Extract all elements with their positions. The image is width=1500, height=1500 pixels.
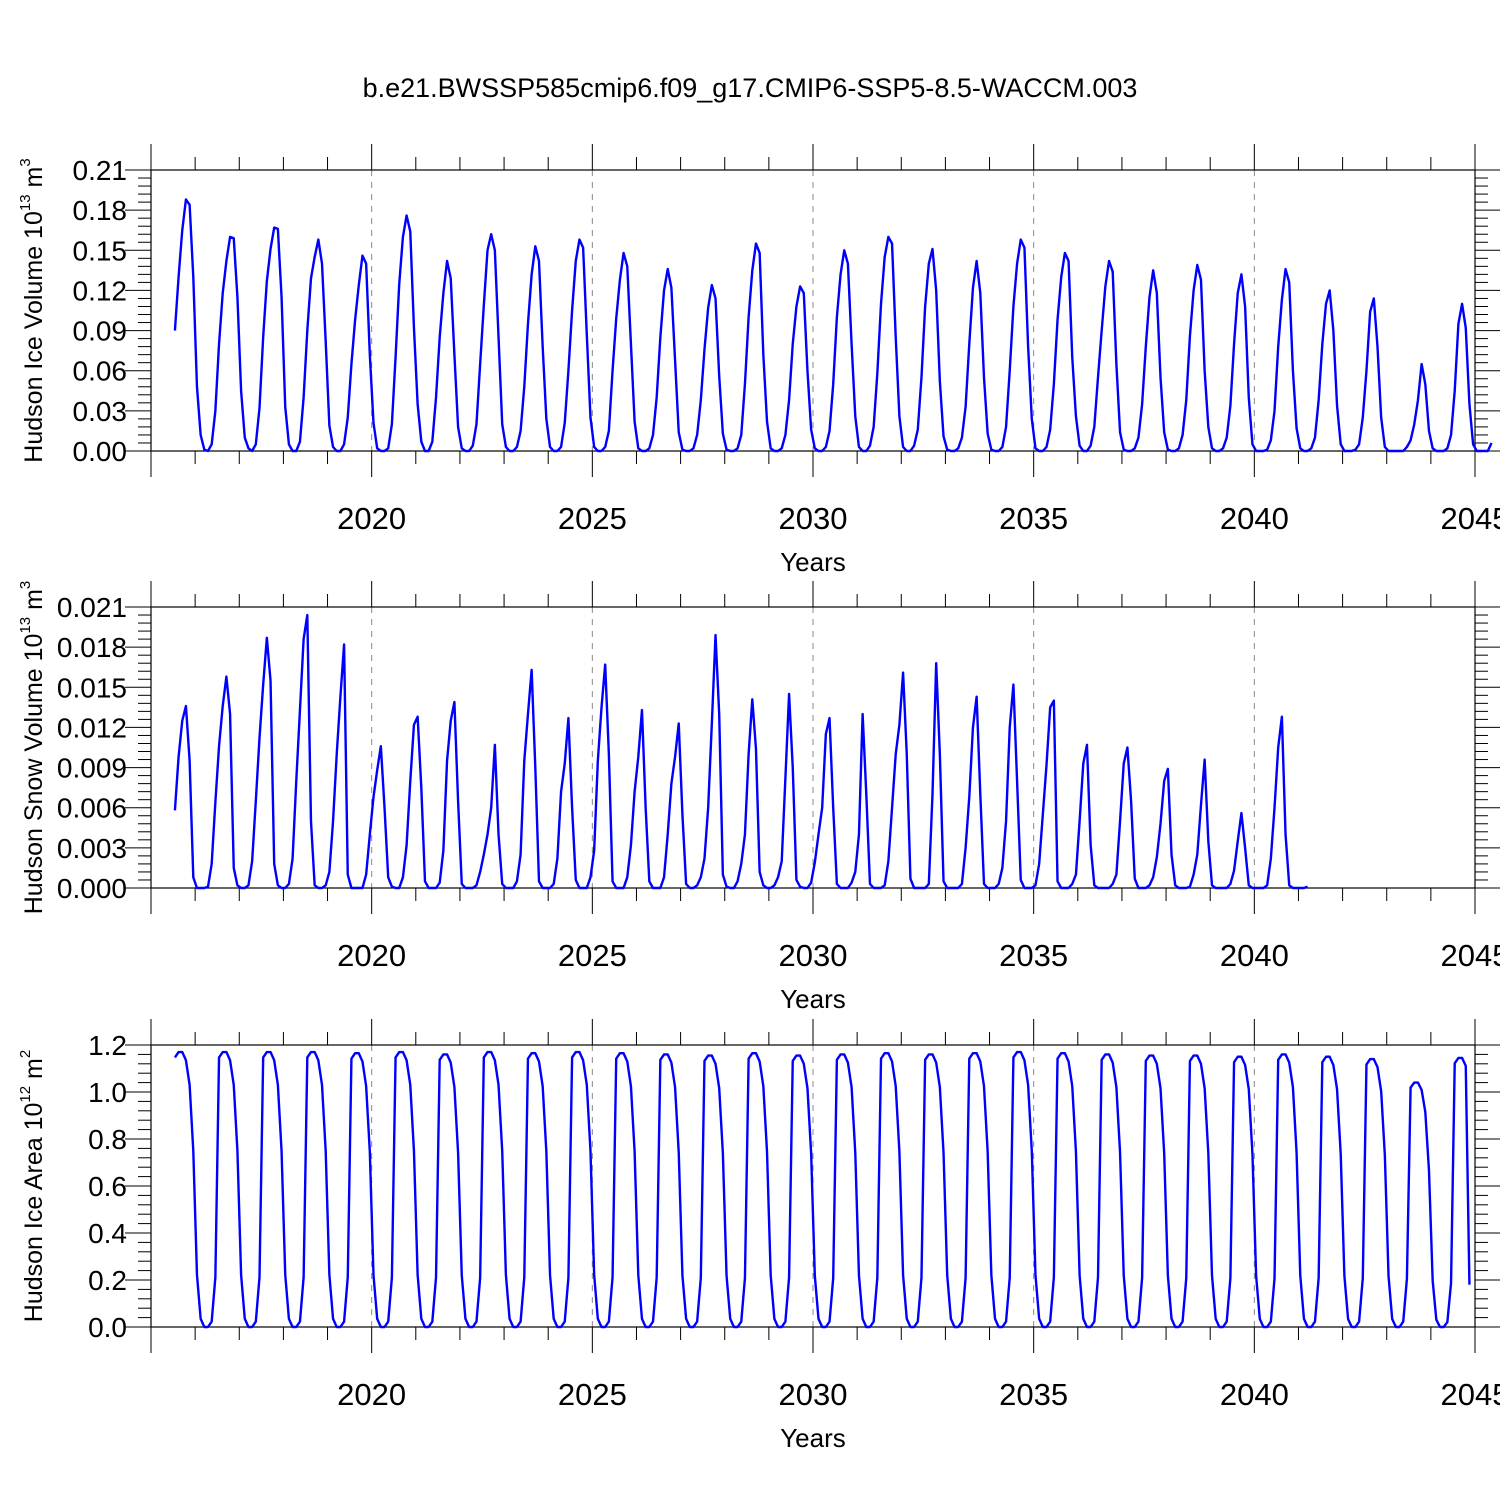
y-tick-label: 0.015 [57, 672, 127, 703]
y-axis-label-text: Hudson Ice Area 10 [20, 1103, 48, 1323]
panel-1: 0.00 0.03 0.06 0.09 0.12 0.15 0.18 0.21 2020 2025… [17, 144, 1500, 577]
series-line [173, 613, 1309, 890]
y-axis-label-exponent: 12 [17, 1086, 34, 1103]
y-tick-label: 0.06 [73, 356, 128, 387]
x-tick-label: 2035 [999, 938, 1068, 973]
x-tick-label: 2030 [779, 938, 848, 973]
y-axis-label: Hudson Snow Volume 1013 m3 [17, 581, 48, 915]
y-tick-label: 1.2 [88, 1030, 127, 1061]
x-tick-label: 2025 [558, 938, 627, 973]
y-tick-label: 1.0 [88, 1077, 127, 1108]
x-tick-label: 2025 [558, 501, 627, 536]
y-tick-label: 0.012 [57, 712, 127, 743]
y-axis-label-unit-exponent: 3 [17, 158, 34, 166]
y-tick-label: 0.018 [57, 632, 127, 663]
chart-title: b.e21.BWSSP585cmip6.f09_g17.CMIP6-SSP5-8… [363, 73, 1138, 103]
y-tick-label: 0.006 [57, 793, 127, 824]
x-axis-label: Years [780, 547, 846, 577]
y-tick-label: 0.18 [73, 195, 128, 226]
series-line [173, 1050, 1471, 1329]
x-axis-label: Years [780, 1423, 846, 1453]
y-axis-label-exponent: 13 [17, 194, 34, 211]
panel-3: 0.0 0.2 0.4 0.6 0.8 1.0 1.2 2020 2025 2030 2035 204… [17, 1019, 1500, 1453]
series-line [173, 198, 1493, 453]
x-tick-label: 2035 [999, 501, 1068, 536]
panel-2: 0.000 0.003 0.006 0.009 0.012 0.015 0.018 0.021… [17, 581, 1500, 1014]
x-tick-label: 2040 [1220, 501, 1289, 536]
x-axis-label: Years [780, 984, 846, 1014]
y-axis-label-unit: m [20, 1058, 48, 1086]
x-tick-label: 2025 [558, 1377, 627, 1412]
y-tick-label: 0.4 [88, 1218, 127, 1249]
x-tick-label: 2045 [1441, 501, 1500, 536]
y-tick-label: 0.0 [88, 1312, 127, 1343]
x-tick-label: 2020 [337, 938, 406, 973]
y-axis-label-unit-exponent: 2 [17, 1050, 34, 1058]
y-axis-label-unit: m [20, 167, 48, 195]
y-axis-label-text: Hudson Ice Volume 10 [20, 211, 48, 463]
x-tick-label: 2040 [1220, 1377, 1289, 1412]
x-tick-label: 2040 [1220, 938, 1289, 973]
y-axis-label-unit: m [20, 589, 48, 617]
y-axis-label: Hudson Ice Area 1012 m2 [17, 1050, 48, 1322]
y-axis-label-exponent: 13 [17, 617, 34, 634]
y-tick-label: 0.6 [88, 1171, 127, 1202]
x-tick-label: 2030 [779, 1377, 848, 1412]
x-tick-label: 2045 [1441, 938, 1500, 973]
y-tick-label: 0.003 [57, 833, 127, 864]
x-tick-label: 2020 [337, 501, 406, 536]
y-tick-label: 0.15 [73, 235, 128, 266]
x-tick-label: 2020 [337, 1377, 406, 1412]
y-tick-label: 0.09 [73, 316, 128, 347]
y-tick-label: 0.000 [57, 873, 127, 904]
y-tick-label: 0.021 [57, 592, 127, 623]
y-axis-label-unit-exponent: 3 [17, 581, 34, 589]
y-axis-label-text: Hudson Snow Volume 10 [20, 634, 48, 915]
y-tick-label: 0.009 [57, 753, 127, 784]
x-tick-label: 2045 [1441, 1377, 1500, 1412]
y-tick-label: 0.8 [88, 1124, 127, 1155]
y-axis-label: Hudson Ice Volume 1013 m3 [17, 158, 48, 462]
plot-frame [150, 169, 1476, 452]
plot-frame [150, 606, 1476, 889]
y-tick-label: 0.21 [73, 155, 128, 186]
x-tick-label: 2035 [999, 1377, 1068, 1412]
y-tick-label: 0.00 [73, 436, 128, 467]
y-tick-label: 0.12 [73, 275, 128, 306]
y-tick-label: 0.2 [88, 1265, 127, 1296]
y-tick-label: 0.03 [73, 396, 128, 427]
x-tick-label: 2030 [779, 501, 848, 536]
